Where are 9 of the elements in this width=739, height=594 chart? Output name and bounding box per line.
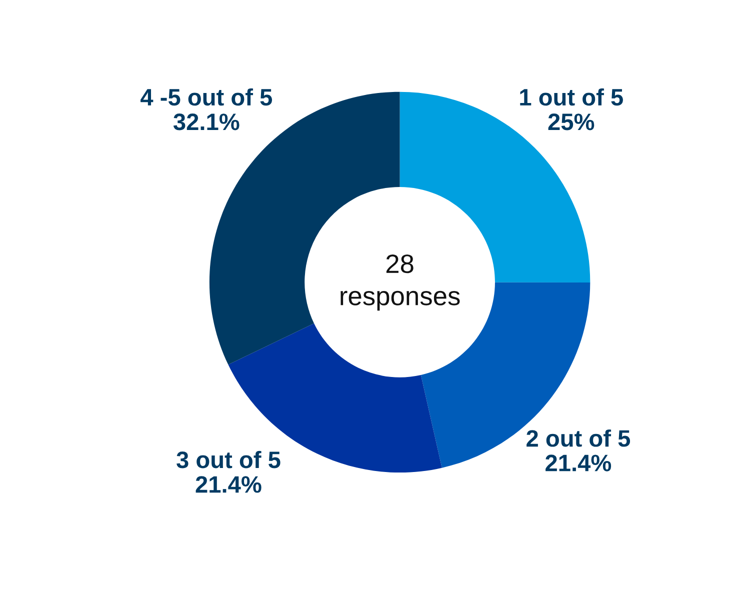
slice-label: 4 -5 out of 5	[140, 88, 272, 106]
slice-label: 3 out of 5	[176, 450, 280, 468]
data-label: 32.1%	[173, 114, 240, 130]
text: 28 responses	[340, 254, 460, 311]
slice-label: 1 out of 5	[520, 88, 623, 106]
data-label: 21.4%	[196, 476, 262, 493]
slice-label: 2 out of 5	[526, 429, 630, 447]
data-label: 21.4%	[546, 454, 612, 472]
data-label: 25%	[548, 114, 594, 130]
